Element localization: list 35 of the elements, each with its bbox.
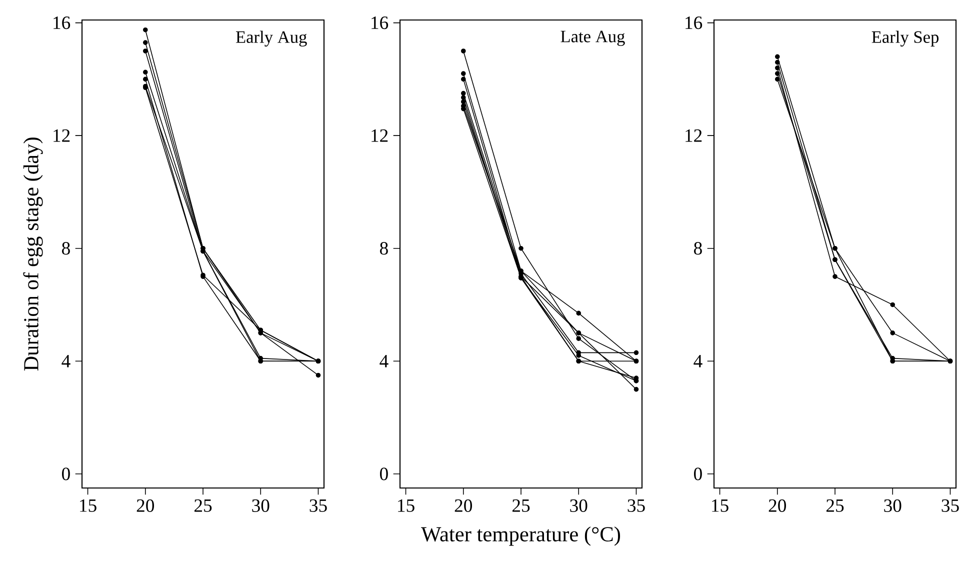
x-tick-label: 35 [942,499,959,512]
x-tick-label: 25 [826,499,844,512]
x-axis-title: Water temperature (°C) [421,526,620,546]
x-tick-label: 20 [768,499,786,512]
text: Early Sep [872,30,939,47]
x-tick-label: 30 [252,499,270,512]
x-tick-label: 15 [80,499,96,512]
text: Early Aug [236,30,307,47]
x-tick-label: 15 [712,499,728,512]
y-tick-label: 8 [380,242,388,255]
y-tick-label: 16 [686,16,702,30]
y-tick-label: 0 [62,468,70,480]
x-tick-label: 30 [570,499,588,512]
y-tick-label: 8 [62,242,70,255]
x-tick-label: 35 [628,499,645,512]
y-tick-label: 0 [694,468,702,480]
x-tick-label: 20 [136,499,154,512]
y-tick-label: 0 [380,468,388,480]
x-tick-label: 25 [512,499,530,512]
x-tick-label: 25 [194,499,212,512]
x-tick-label: 15 [398,499,414,512]
y-tick-label: 8 [694,242,702,255]
text: Late Aug [560,30,625,46]
y-tick-label: 16 [372,16,388,30]
y-tick-label: 4 [62,354,70,368]
y-tick-label: 12 [372,129,388,142]
y-tick-label: 12 [54,129,70,142]
x-tick-label: 30 [884,499,902,512]
y-tick-label: 12 [686,129,702,142]
y-tick-label: 16 [54,16,70,30]
x-tick-label: 20 [454,499,472,512]
y-axis-title: Duration of egg stage (day) [23,138,43,371]
x-tick-label: 35 [310,499,327,512]
y-tick-label: 4 [694,354,702,368]
y-tick-label: 4 [380,354,388,368]
